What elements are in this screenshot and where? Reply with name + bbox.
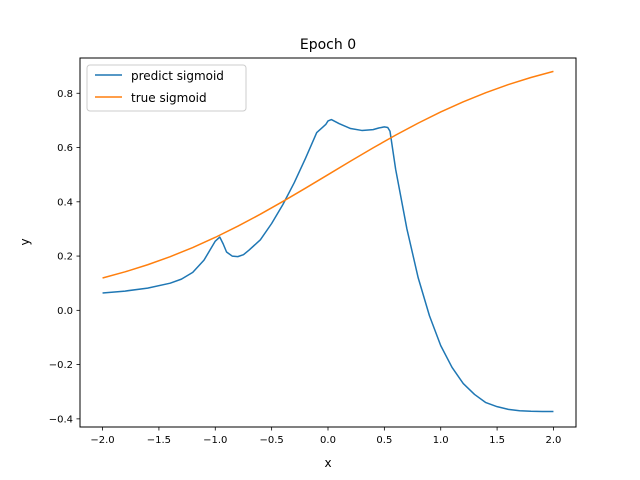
legend-label-true-sigmoid: true sigmoid	[131, 91, 207, 105]
x-tick-label: −1.0	[203, 435, 227, 446]
y-tick-label: 0.2	[57, 252, 73, 263]
chart-title: Epoch 0	[300, 37, 356, 53]
y-axis-ticks: −0.4 −0.2 0.0 0.2 0.4 0.6 0.8	[49, 89, 80, 425]
plot-area	[102, 70, 554, 413]
legend: predict sigmoid true sigmoid	[86, 64, 247, 112]
x-tick-label: 0.0	[320, 435, 336, 446]
y-tick-label: 0.6	[57, 143, 73, 154]
series-layer	[102, 70, 554, 413]
x-axis-label: x	[324, 456, 331, 470]
x-tick-label: −1.5	[147, 435, 171, 446]
series-line-true-sigmoid	[102, 70, 554, 279]
y-tick-label: −0.2	[49, 360, 73, 371]
y-tick-label: 0.0	[57, 306, 73, 317]
y-axis-label: y	[18, 238, 32, 245]
x-tick-label: 1.0	[433, 435, 449, 446]
x-tick-label: 0.5	[376, 435, 392, 446]
legend-label-predict-sigmoid: predict sigmoid	[131, 69, 224, 83]
x-tick-label: −2.0	[90, 435, 114, 446]
x-axis-ticks: −2.0 −1.5 −1.0 −0.5 0.0 0.5 1.0 1.5 2.0	[90, 427, 561, 446]
y-tick-label: 0.4	[57, 197, 73, 208]
x-tick-label: −0.5	[259, 435, 283, 446]
x-tick-label: 1.5	[489, 435, 505, 446]
y-tick-label: −0.4	[49, 414, 73, 425]
x-tick-label: 2.0	[546, 435, 562, 446]
series-line-predict-sigmoid	[102, 118, 554, 413]
legend-box	[86, 64, 247, 112]
y-tick-label: 0.8	[57, 89, 73, 100]
